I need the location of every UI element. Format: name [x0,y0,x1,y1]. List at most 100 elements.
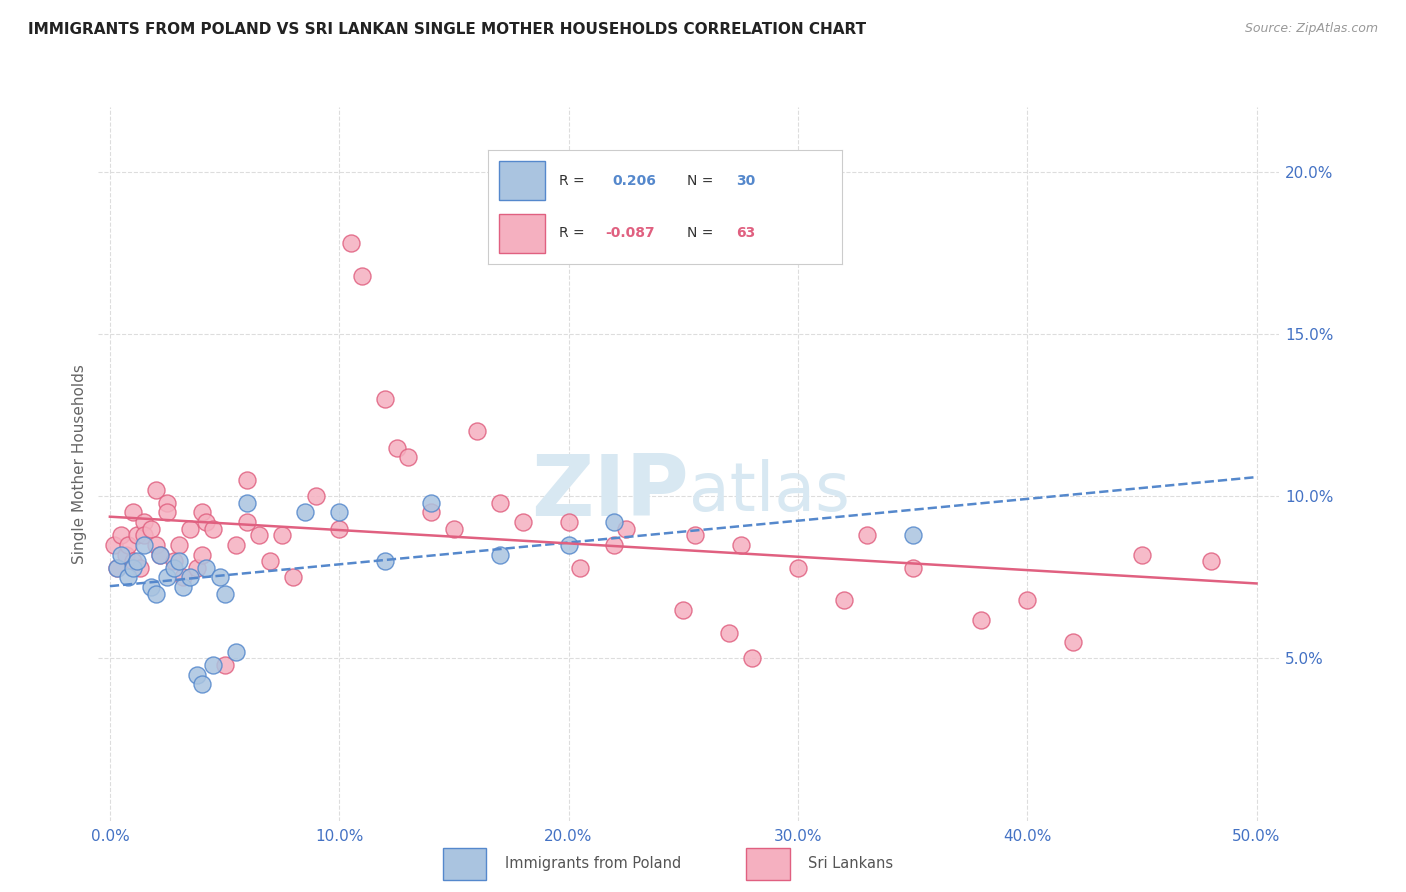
Point [420,496,443,510]
Point [110,548,132,562]
Point [127,554,149,568]
Point [195,560,218,574]
Point [603,538,626,552]
Point [190,506,212,520]
Point [683,528,706,542]
Point [156,570,179,584]
Point [103,538,125,552]
Point [1017,593,1039,607]
Point [134,515,156,529]
Point [385,441,408,455]
Text: Source: ZipAtlas.com: Source: ZipAtlas.com [1244,22,1378,36]
Point [443,522,465,536]
Point [190,677,212,691]
Point [832,593,855,607]
Point [179,522,201,536]
Point [190,548,212,562]
Point [105,560,128,574]
Point [202,657,225,672]
Point [134,528,156,542]
Point [1062,635,1084,649]
Point [141,580,163,594]
Point [149,548,172,562]
Point [328,506,350,520]
Point [259,554,281,568]
Point [396,450,419,465]
Point [465,425,488,439]
Text: Sri Lankans: Sri Lankans [808,855,893,871]
Point [214,586,236,600]
Point [374,392,396,406]
Point [718,625,741,640]
Point [1130,548,1153,562]
Point [167,538,190,552]
Point [420,506,443,520]
Point [121,560,143,574]
Point [163,554,186,568]
Point [1199,554,1222,568]
Point [557,515,579,529]
Point [195,515,218,529]
Point [172,570,194,584]
Point [179,570,201,584]
Point [236,496,259,510]
Text: IMMIGRANTS FROM POLAND VS SRI LANKAN SINGLE MOTHER HOUSEHOLDS CORRELATION CHART: IMMIGRANTS FROM POLAND VS SRI LANKAN SIN… [28,22,866,37]
Point [557,538,579,552]
Point [328,522,350,536]
Point [512,515,534,529]
Point [141,522,163,536]
Point [121,554,143,568]
Point [236,515,259,529]
Point [128,560,150,574]
Point [145,586,167,600]
Point [225,645,247,659]
Point [117,538,139,552]
Point [488,548,510,562]
Point [786,560,808,574]
Point [614,522,637,536]
Point [172,580,194,594]
Point [970,613,993,627]
Point [149,548,172,562]
Text: ZIP: ZIP [531,450,689,534]
Point [488,496,510,510]
Point [741,651,763,665]
Point [270,528,292,542]
Point [134,538,156,552]
Point [145,483,167,497]
Text: Immigrants from Poland: Immigrants from Poland [505,855,682,871]
Point [374,554,396,568]
Point [145,538,167,552]
Point [672,603,695,617]
Point [901,528,924,542]
Point [105,560,128,574]
Point [110,528,132,542]
Point [117,570,139,584]
Point [294,506,316,520]
Point [163,560,186,574]
Point [214,657,236,672]
Point [156,506,179,520]
Point [352,268,374,283]
Point [901,560,924,574]
Point [208,570,231,584]
Point [283,570,305,584]
Point [569,560,592,574]
Point [236,473,259,487]
Point [186,667,208,681]
Point [247,528,270,542]
Point [305,489,328,503]
Point [115,548,138,562]
Y-axis label: Single Mother Households: Single Mother Households [72,364,87,564]
Point [730,538,752,552]
Point [225,538,247,552]
Point [127,528,149,542]
Point [156,496,179,510]
Bar [443,848,486,880]
Point [339,236,361,251]
Point [121,506,143,520]
Point [603,515,626,529]
Point [202,522,225,536]
Point [855,528,877,542]
Point [167,554,190,568]
